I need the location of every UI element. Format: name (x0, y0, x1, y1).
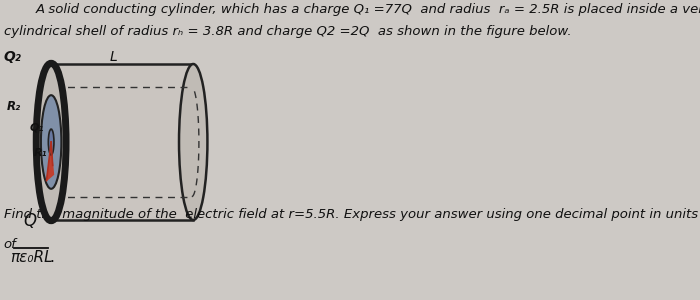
Text: Q: Q (23, 212, 36, 230)
Text: A solid conducting cylinder, which has a charge Q₁ =77Q  and radius  rₐ = 2.5R i: A solid conducting cylinder, which has a… (36, 3, 700, 16)
Polygon shape (51, 64, 193, 220)
Text: Find the magnitude of the  electric field at r=5.5R. Express your answer using o: Find the magnitude of the electric field… (4, 208, 698, 221)
Text: L: L (110, 50, 118, 64)
Ellipse shape (179, 64, 207, 220)
Ellipse shape (48, 129, 54, 155)
Text: Q₁: Q₁ (30, 123, 44, 133)
Text: R₁: R₁ (34, 148, 48, 158)
Text: cylindrical shell of radius rₕ = 3.8R and charge Q2 =2Q  as shown in the figure : cylindrical shell of radius rₕ = 3.8R an… (4, 25, 571, 38)
Text: R₂: R₂ (7, 100, 21, 113)
Text: πε₀RL: πε₀RL (10, 250, 52, 265)
Text: of: of (4, 238, 16, 251)
Text: Q₂: Q₂ (4, 50, 22, 64)
Ellipse shape (41, 95, 62, 189)
Polygon shape (46, 142, 54, 182)
Text: .: . (50, 250, 55, 265)
Ellipse shape (38, 67, 64, 217)
